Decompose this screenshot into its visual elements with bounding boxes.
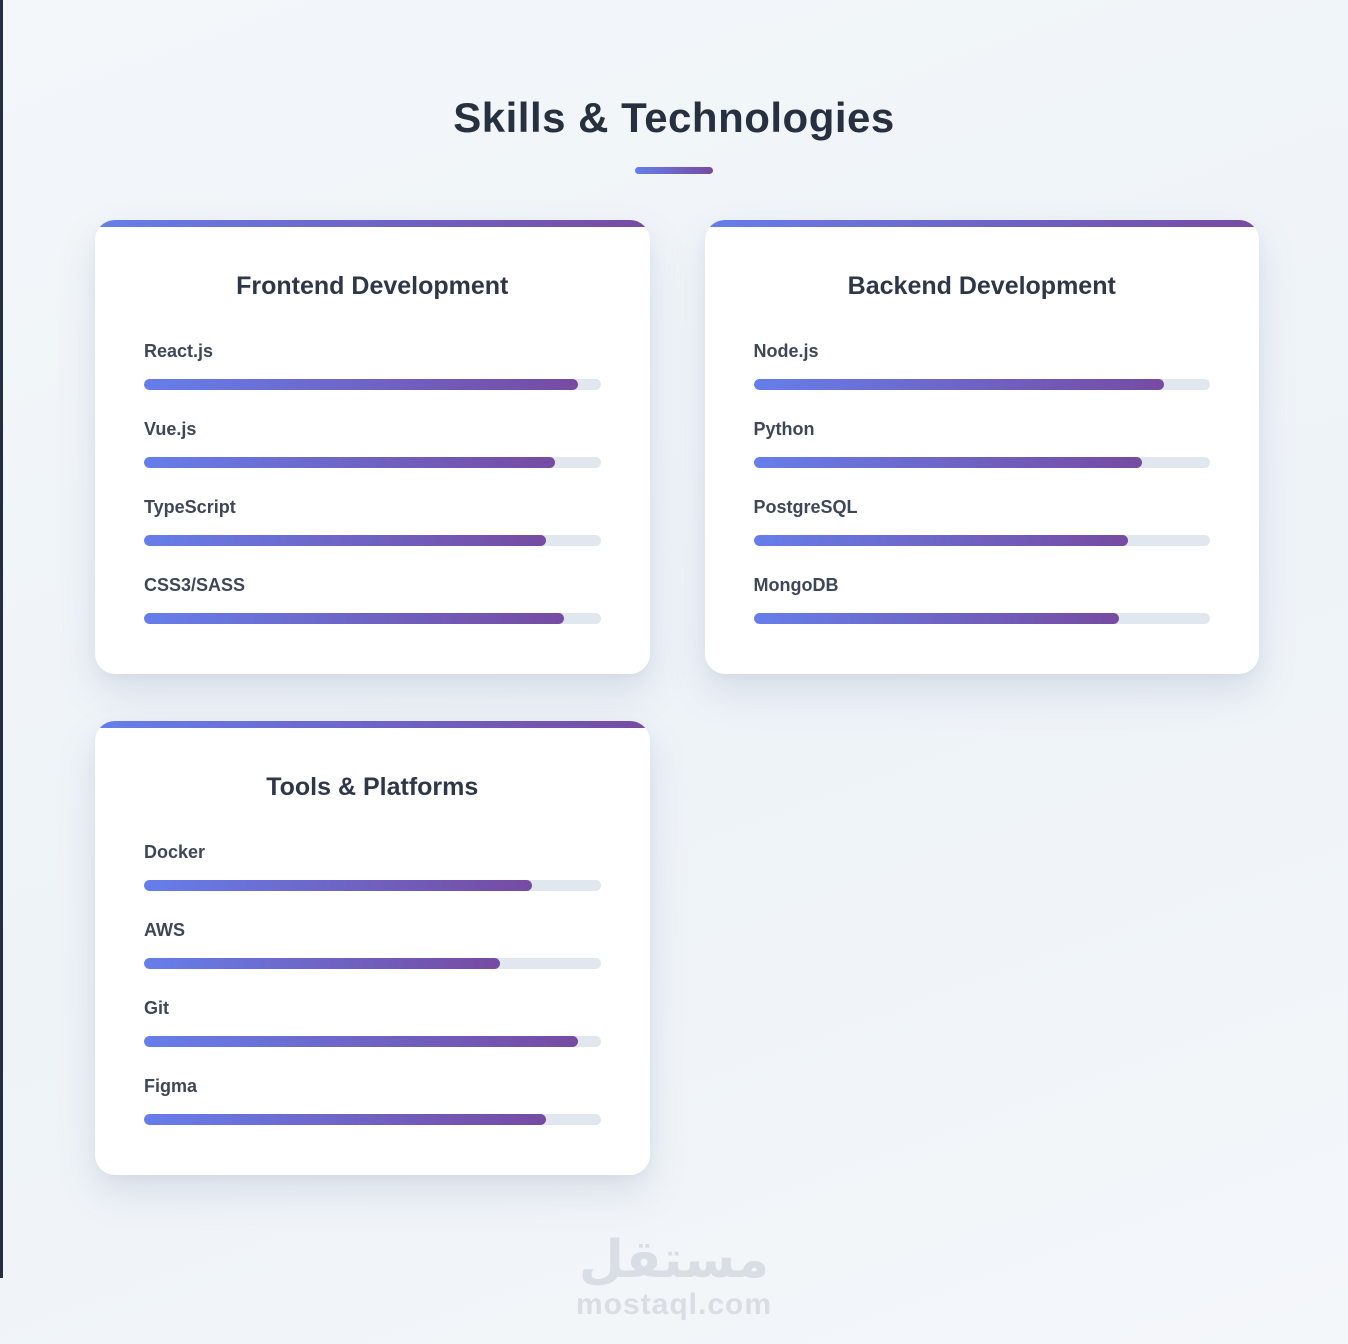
skill-label: MongoDB [753,575,839,595]
card-accent-bar [95,721,650,728]
skill-row: Figma [144,1076,601,1125]
progress-fill [753,613,1119,624]
progress-track [144,535,601,546]
progress-track [144,613,601,624]
skill-row: TypeScript [144,497,601,546]
title-underline [635,167,713,174]
card-body: Docker AWS Git Figma [95,842,650,1125]
skill-label: TypeScript [144,497,236,517]
mostaql-domain-text: mostaql.com [575,1288,773,1321]
skill-row: CSS3/SASS [144,575,601,624]
card-title: Frontend Development [236,272,509,300]
progress-track [144,958,601,969]
progress-fill [144,1036,578,1047]
card-accent-bar [95,220,650,227]
skill-row: MongoDB [753,575,1210,624]
progress-track [144,1036,601,1047]
card-body: React.js Vue.js TypeScript CSS3/SASS [95,341,650,624]
card-body: Node.js Python PostgreSQL MongoDB [705,341,1260,624]
progress-track [753,457,1210,468]
progress-fill [144,1114,546,1125]
progress-track [753,535,1210,546]
skill-row: Docker [144,842,601,891]
progress-track [144,880,601,891]
card-title: Tools & Platforms [266,773,479,801]
window-edge-line [0,0,3,1278]
mostaql-logo: مستقل [578,1231,770,1290]
progress-track [753,613,1210,624]
skill-label: React.js [144,341,214,361]
skill-label: Git [144,998,169,1018]
skill-label: Python [753,419,815,439]
progress-fill [144,457,555,468]
skill-row: Vue.js [144,419,601,468]
skill-label: PostgreSQL [753,497,858,517]
skill-row: AWS [144,920,601,969]
progress-fill [144,880,533,891]
progress-track [753,379,1210,390]
skill-label: Node.js [753,341,819,361]
progress-track [144,457,601,468]
progress-fill [144,958,501,969]
progress-track [144,379,601,390]
skill-row: Python [753,419,1210,468]
progress-fill [753,457,1142,468]
progress-fill [144,379,578,390]
card-title: Backend Development [847,272,1116,300]
skill-label: AWS [144,920,186,940]
skill-label: CSS3/SASS [144,575,246,595]
card-accent-bar [704,220,1259,227]
progress-fill [144,613,564,624]
skill-row: PostgreSQL [753,497,1210,546]
skill-row: Git [144,998,601,1047]
card-backend-development: Backend Development Node.js Python Postg… [704,220,1260,674]
skills-cards-grid: Frontend Development React.js Vue.js Typ… [95,220,1259,1175]
skill-label: Vue.js [144,419,197,439]
page-title: Skills & Technologies [453,94,895,141]
progress-fill [753,535,1128,546]
skill-row: React.js [144,341,601,390]
skill-row: Node.js [753,341,1210,390]
progress-fill [144,535,546,546]
progress-track [144,1114,601,1125]
skill-label: Figma [144,1076,198,1096]
watermark: مستقل mostaql.com [0,1233,1348,1322]
progress-fill [753,379,1165,390]
card-frontend-development: Frontend Development React.js Vue.js Typ… [95,220,650,674]
skill-label: Docker [144,842,206,862]
card-tools-platforms: Tools & Platforms Docker AWS Git [95,721,650,1175]
